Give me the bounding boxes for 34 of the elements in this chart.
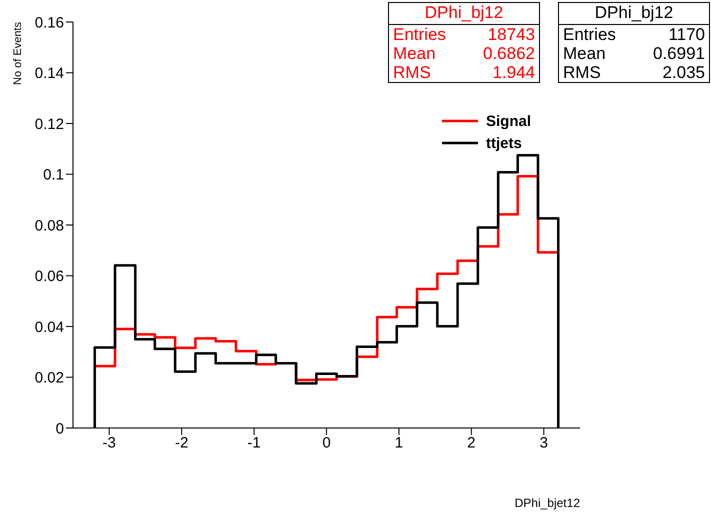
x-tick-label: -2 (174, 434, 188, 452)
annotation: RMS (563, 63, 601, 82)
text: DPhi_bj12 (559, 3, 709, 25)
annotation: 0.6862 (483, 44, 535, 63)
y-tick-label: 0.1 (43, 166, 64, 184)
text: 1170 (668, 25, 705, 44)
annotation: Mean (563, 44, 606, 63)
annotation: Entries (393, 25, 446, 44)
y-tick-label: 0.14 (34, 65, 64, 82)
x-tick-label: 0 (322, 434, 331, 452)
x-tick-label: -1 (247, 434, 261, 452)
annotation: Mean (393, 44, 436, 63)
y-tick-label: 0.16 (34, 14, 64, 32)
x-tick-label: -3 (102, 434, 116, 452)
legend-label: ttjets (486, 134, 522, 152)
y-tick-label: 0.12 (34, 116, 64, 133)
y-tick-label: 0.08 (34, 217, 64, 234)
annotation: DPhi_bj12 (389, 3, 539, 25)
x-tick-label: 3 (540, 434, 548, 452)
text: 0.6991 (653, 44, 705, 63)
x-axis-title: DPhi_bjet12 (514, 496, 580, 510)
y-tick-label: 0 (56, 420, 64, 438)
text: 2.035 (662, 63, 705, 82)
annotation: RMS (393, 63, 431, 82)
annotation: 1.944 (492, 63, 535, 82)
x-tick-label: 2 (467, 434, 476, 452)
annotation: 18743 (488, 25, 535, 44)
annotation: Entries (563, 25, 616, 44)
y-tick-label: 0.04 (34, 318, 64, 336)
y-axis-title: No of Events (12, 22, 24, 85)
y-tick-label: 0.06 (34, 268, 64, 286)
x-tick-label: 1 (394, 434, 404, 452)
legend-label: Signal (486, 112, 532, 130)
y-tick-label: 0.02 (34, 370, 64, 387)
